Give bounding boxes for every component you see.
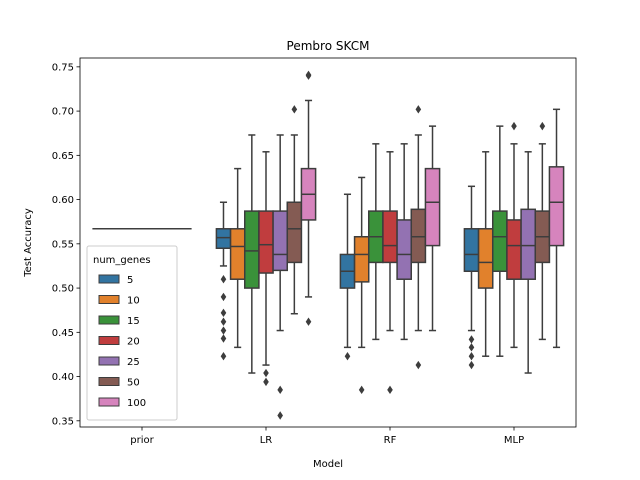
outlier-point [305,317,312,326]
y-tick-label: 0.70 [52,107,74,118]
box-body [215,228,232,250]
outlier-point [387,385,393,395]
box-body [229,228,246,280]
x-tick-label: LR [260,435,273,446]
legend: num_genes 5 10 15 20 25 50 100 [86,245,178,421]
outlier-point [468,360,475,370]
outlier-point [220,308,227,318]
box-body [258,210,274,274]
outlier-point [305,70,312,80]
box-LR-10 [229,167,246,349]
legend-swatch [98,274,120,284]
box-body [491,210,508,273]
outlier-point [468,352,475,361]
legend-swatch [98,336,120,345]
box-body [396,219,413,280]
legend-box [86,245,178,421]
outlier-point [415,360,422,370]
legend-swatch [98,377,120,386]
box-MLP-50 [534,121,551,341]
outlier-point [358,385,365,395]
outlier-point [220,292,227,302]
legend-swatch [98,315,120,325]
legend-swatch [98,356,120,366]
y-tick-label: 0.45 [52,328,74,339]
box-body [506,219,522,280]
legend-label: 20 [127,337,140,348]
box-body [410,208,427,264]
box-body [353,235,370,283]
y-tick-label: 0.55 [52,239,74,250]
legend-label: 100 [127,398,146,409]
box-body [272,210,289,272]
legend-label: 10 [127,296,140,307]
chart-title: Pembro SKCM [287,39,370,53]
x-tick-label: MLP [504,435,524,446]
outlier-point [468,335,475,344]
box-MLP-15 [491,125,508,357]
outlier-point [468,343,475,352]
box-body [243,210,260,289]
outlier-point [263,368,269,378]
outlier-point [539,121,546,131]
x-tick-label: RF [384,435,397,446]
box-body [477,228,494,289]
y-tick-label: 0.50 [52,284,74,295]
y-tick-label: 0.40 [52,372,74,383]
legend-label: 25 [127,357,140,368]
box-body [548,166,565,247]
box-RF-5 [339,193,356,361]
box-body [520,208,537,280]
legend-swatch [98,397,120,407]
box-RF-100 [424,125,441,332]
box-body [424,167,441,247]
box-MLP-100 [548,108,565,349]
x-tick-label: prior [130,435,154,446]
outlier-point [291,105,298,114]
y-axis-label: Test Accuracy [23,208,34,278]
outlier-point [220,317,227,326]
box-body [286,201,303,264]
legend-label: 50 [127,378,140,389]
plot-frame [79,57,577,428]
box-MLP-20 [506,121,522,349]
outlier-point [277,385,283,395]
outlier-point [220,275,227,284]
y-tick-label: 0.35 [52,416,74,427]
outlier-point [344,352,351,361]
x-axis-label: Model [313,459,343,470]
box-RF-50 [410,105,427,370]
box-LR-100 [300,70,317,326]
legend-title: num_genes [93,255,151,266]
box-LR-25 [272,134,289,420]
outlier-point [220,326,227,335]
y-tick-label: 0.60 [52,195,74,206]
legend-swatch [98,295,120,304]
outlier-point [277,411,283,420]
plot-layer [92,70,565,420]
box-RF-25 [396,143,413,341]
box-body [382,210,398,264]
y-tick-label: 0.75 [52,62,74,73]
outlier-point [511,121,517,131]
outlier-point [220,334,227,343]
box-LR-50 [286,105,303,315]
box-body [463,228,480,273]
y-tick-label: 0.65 [52,151,74,162]
outlier-point [263,377,269,387]
outlier-point [415,105,422,114]
legend-label: 5 [127,275,133,286]
outlier-point [220,352,227,361]
legend-label: 15 [127,316,140,327]
